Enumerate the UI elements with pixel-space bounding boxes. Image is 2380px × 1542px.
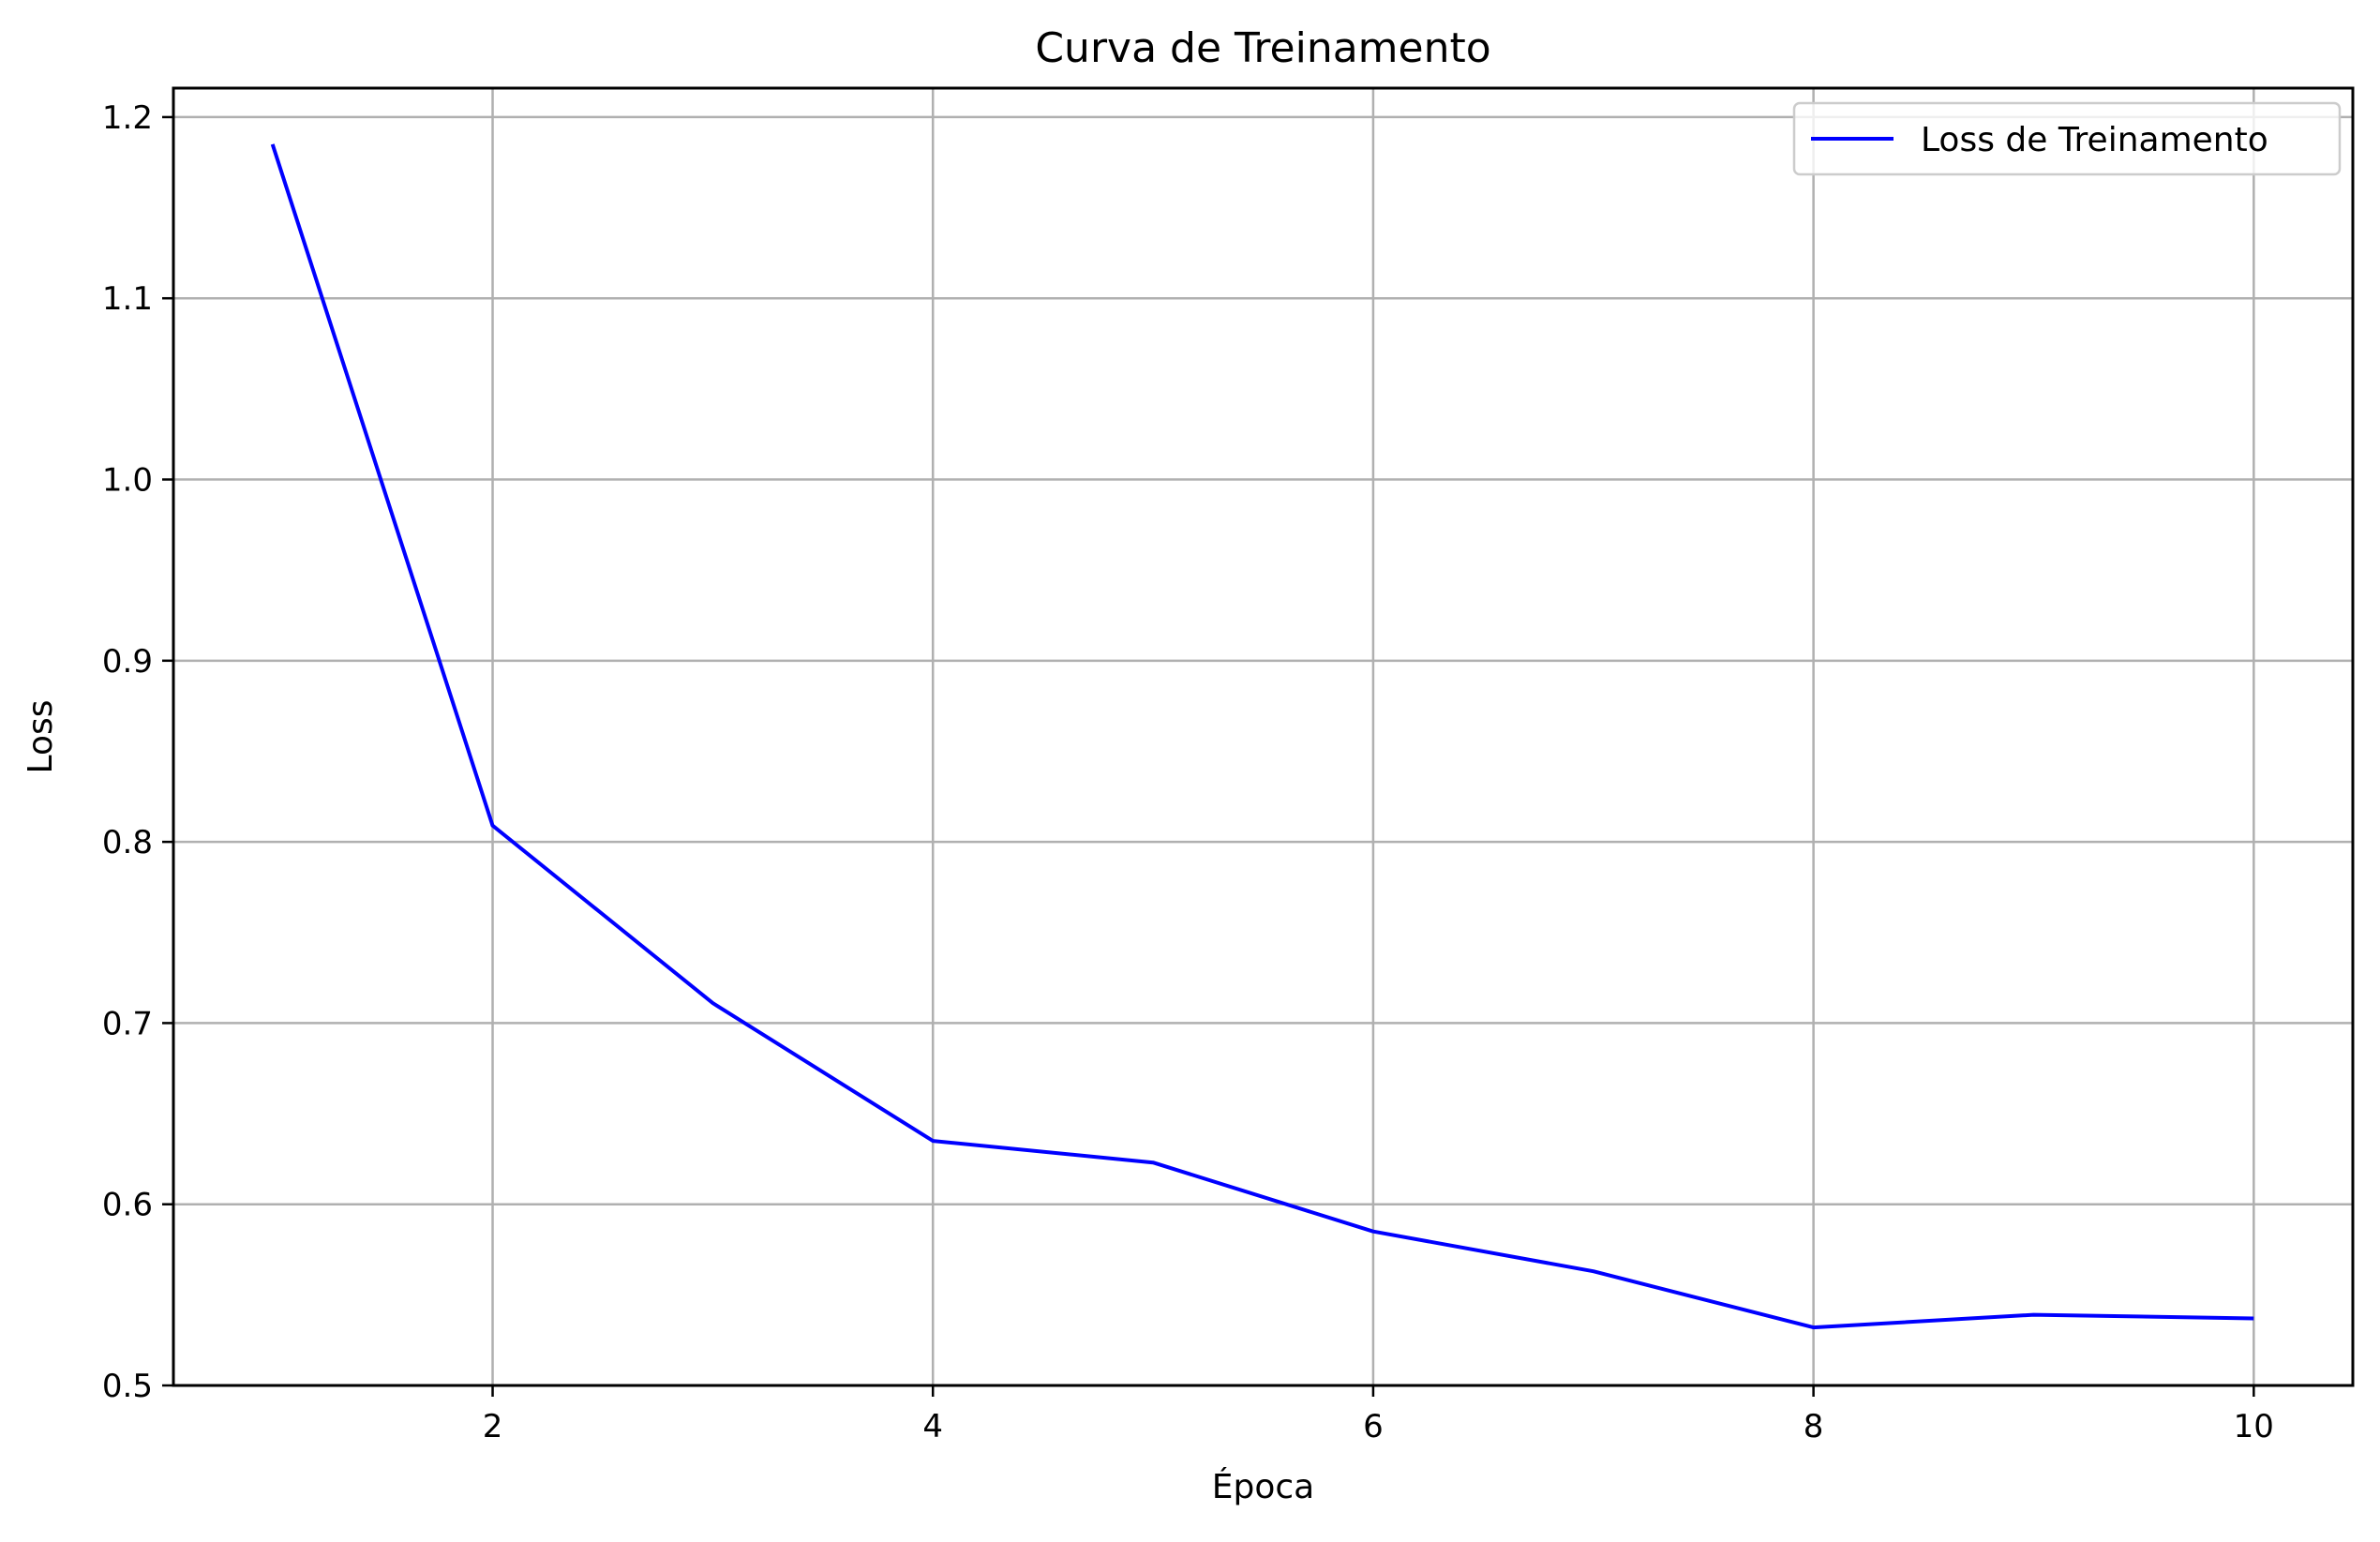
series-layer (270, 143, 2254, 1330)
y-tick-label: 0.7 (102, 1005, 153, 1042)
y-tick-label: 0.5 (102, 1368, 153, 1405)
y-tick-label: 0.9 (102, 643, 153, 681)
y-axis-label: Loss (22, 700, 60, 774)
y-tick-label: 0.8 (102, 824, 153, 861)
x-tick-label: 2 (483, 1408, 503, 1445)
x-tick-label: 10 (2234, 1408, 2274, 1445)
x-tick-label: 4 (922, 1408, 943, 1445)
y-tick-label: 1.0 (102, 462, 153, 500)
plot-frame (172, 86, 2355, 1387)
legend: Loss de Treinamento (1792, 101, 2342, 176)
chart-title: Curva de Treinamento (1035, 24, 1490, 72)
ticks: 2 4 6 8 10 0.5 0.6 0.7 0.8 0.9 1.0 1.1 1.2 (102, 99, 2274, 1445)
x-tick-label: 6 (1363, 1408, 1384, 1445)
series-line (270, 143, 2254, 1330)
y-tick-label: 0.6 (102, 1187, 153, 1224)
y-tick-label: 1.2 (102, 99, 153, 137)
x-axis-label: Época (1212, 1467, 1314, 1506)
legend-box (1792, 101, 2342, 176)
x-tick-label: 8 (1804, 1408, 1824, 1445)
legend-entry-label: Loss de Treinamento (1921, 121, 2268, 159)
y-tick-label: 1.1 (102, 280, 153, 318)
